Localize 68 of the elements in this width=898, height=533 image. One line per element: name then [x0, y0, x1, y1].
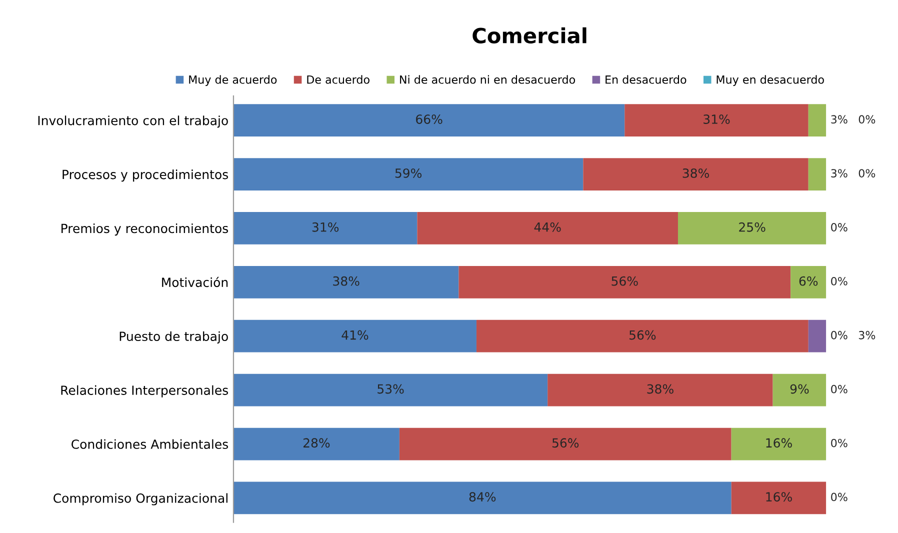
bar [790, 266, 826, 298]
data-label: 38% [647, 384, 674, 394]
data-label: 56% [630, 330, 656, 340]
legend-label: Ni de acuerdo ni en desacuerdo [400, 75, 576, 84]
bar [233, 212, 418, 244]
data-label: 38% [682, 168, 709, 178]
bar [731, 482, 826, 514]
data-label: 0% [858, 169, 876, 178]
bar [808, 158, 826, 190]
y-tick-label: Procesos y procedimientos [62, 170, 228, 182]
chart-title: Comercial [472, 27, 586, 44]
data-label: 9% [790, 384, 809, 394]
bar [233, 158, 584, 190]
data-label: 53% [378, 384, 404, 394]
y-tick-label: Motivación [162, 276, 228, 288]
bar [678, 212, 826, 244]
data-label: 0% [831, 223, 848, 232]
bar [233, 104, 625, 137]
data-label: 28% [303, 438, 330, 448]
data-label: 56% [552, 438, 579, 448]
bar [808, 104, 826, 137]
bar [731, 428, 826, 460]
bar [458, 266, 791, 298]
data-label: 3% [831, 169, 848, 178]
data-label: 3% [858, 330, 876, 340]
data-label: 16% [766, 492, 792, 502]
bar [624, 104, 808, 137]
y-tick-label: Compromiso Organizacional [54, 493, 228, 506]
data-label: 31% [704, 114, 730, 124]
bar [417, 212, 678, 244]
data-label: 59% [395, 168, 422, 178]
legend-label: En desacuerdo [606, 75, 686, 84]
bar [772, 374, 826, 406]
bar [583, 158, 808, 190]
y-tick-label: Relaciones Interpersonales [61, 385, 228, 398]
bar [233, 320, 476, 352]
data-label: 0% [831, 384, 848, 394]
y-tick-label: Condiciones Ambientales [72, 439, 228, 449]
bar [233, 428, 400, 460]
bar [233, 266, 459, 298]
bar [808, 320, 826, 352]
data-label: 16% [766, 438, 792, 448]
data-label: 25% [739, 222, 766, 232]
data-label: 56% [612, 276, 638, 286]
data-label: 44% [534, 222, 561, 232]
legend-label: Muy de acuerdo [189, 75, 277, 86]
data-label: 0% [831, 438, 848, 448]
data-label: 0% [858, 115, 876, 124]
data-label: 0% [831, 276, 848, 286]
data-label: 3% [831, 115, 848, 124]
data-label: 66% [416, 114, 442, 124]
bar [476, 320, 808, 352]
data-label: 38% [333, 276, 360, 286]
bar [233, 482, 732, 514]
data-label: 31% [312, 222, 339, 232]
y-tick-label: Premios y reconocimientos [62, 223, 228, 236]
y-tick-label: Involucramiento con el trabajo [38, 116, 228, 128]
data-label: 0% [831, 330, 848, 340]
data-label: 84% [469, 492, 496, 502]
data-label: 6% [799, 276, 818, 286]
legend-label: Muy en desacuerdo [716, 75, 824, 86]
legend-label: De acuerdo [307, 75, 370, 84]
bar [399, 428, 732, 460]
bar [548, 374, 773, 406]
data-label: 41% [342, 330, 368, 340]
bar [233, 374, 548, 406]
data-label: 0% [831, 492, 848, 502]
y-tick-label: Puesto de trabajo [120, 331, 228, 344]
